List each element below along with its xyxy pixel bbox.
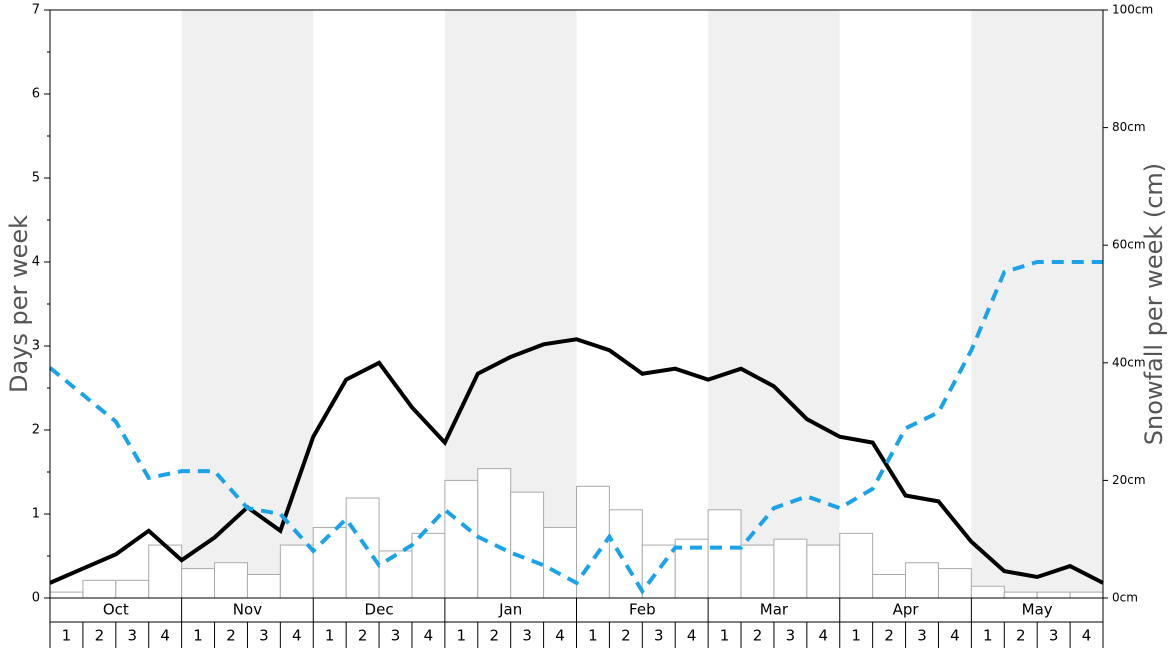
week-label: 3: [1049, 627, 1059, 645]
month-label: Feb: [629, 601, 656, 619]
bar: [345, 497, 380, 599]
bar: [312, 526, 347, 599]
line: [49, 337, 1104, 585]
week-label: 2: [95, 627, 105, 645]
week-label: 4: [160, 627, 170, 645]
y-tick-label: 3: [32, 339, 40, 354]
bar: [1003, 591, 1038, 599]
week-label: 1: [193, 627, 203, 645]
week-label: 2: [621, 627, 631, 645]
week-label: 1: [62, 627, 72, 645]
y-tick-label: 4: [32, 255, 40, 270]
month-label: Nov: [233, 601, 262, 619]
y-tick-label: 7: [32, 3, 40, 18]
y2-tick-label: 40cm: [1112, 355, 1146, 369]
month-shade: [971, 10, 1103, 598]
week-label: 3: [522, 627, 532, 645]
bar: [510, 491, 545, 599]
month-label: Oct: [103, 601, 129, 619]
week-label: 3: [127, 627, 137, 645]
bar: [279, 544, 314, 599]
week-label: 2: [358, 627, 368, 645]
week-label: 1: [325, 627, 335, 645]
line: [48, 260, 1103, 595]
week-label: 1: [851, 627, 861, 645]
y2-tick-label: 60cm: [1112, 238, 1146, 252]
y2-tick-label: 100cm: [1112, 3, 1153, 17]
week-label: 2: [489, 627, 499, 645]
y-tick-label: 6: [32, 87, 40, 102]
y-tick-label: 0: [32, 591, 40, 606]
bar: [641, 544, 676, 599]
week-label: 3: [786, 627, 796, 645]
month-label: Jan: [498, 601, 522, 619]
bar: [937, 568, 972, 599]
week-label: 2: [226, 627, 236, 645]
week-label: 2: [884, 627, 894, 645]
week-label: 4: [819, 627, 829, 645]
y2-tick-label: 20cm: [1112, 473, 1146, 487]
bar: [839, 532, 874, 599]
y2-axis-label: Snowfall per week (cm): [1140, 163, 1168, 445]
week-label: 4: [292, 627, 302, 645]
bar: [477, 468, 512, 599]
y-tick-label: 1: [32, 507, 40, 522]
y-tick-label: 2: [32, 423, 40, 438]
bar: [740, 544, 775, 599]
bar: [411, 532, 446, 599]
y2-tick-label: 80cm: [1112, 120, 1146, 134]
bar: [773, 538, 808, 599]
week-label: 2: [753, 627, 763, 645]
month-label: May: [1022, 601, 1053, 619]
bar: [148, 544, 183, 599]
week-label: 2: [1016, 627, 1026, 645]
bar: [115, 579, 150, 599]
month-label: Mar: [760, 601, 789, 619]
y-tick-label: 5: [32, 171, 40, 186]
week-label: 1: [588, 627, 598, 645]
week-label: 4: [555, 627, 565, 645]
week-label: 3: [917, 627, 927, 645]
month-label: Apr: [893, 601, 920, 619]
week-label: 4: [424, 627, 434, 645]
week-label: 3: [654, 627, 664, 645]
week-label: 3: [259, 627, 269, 645]
bar: [246, 573, 281, 599]
week-label: 4: [687, 627, 697, 645]
bar: [214, 562, 248, 599]
bar: [82, 579, 117, 599]
week-label: 4: [1082, 627, 1092, 645]
bar: [806, 544, 841, 599]
bar: [970, 585, 1005, 599]
week-label: 4: [950, 627, 960, 645]
y-axis-label: Days per week: [5, 215, 33, 393]
bar: [872, 573, 907, 599]
week-label: 1: [457, 627, 467, 645]
week-label: 1: [983, 627, 993, 645]
week-label: 3: [391, 627, 401, 645]
week-label: 1: [720, 627, 730, 645]
bar: [905, 562, 939, 599]
bar: [1036, 591, 1071, 599]
bar: [49, 591, 84, 599]
month-label: Dec: [365, 601, 394, 619]
bar: [543, 526, 577, 599]
bar: [181, 568, 216, 599]
bar: [444, 479, 479, 599]
y2-tick-label: 0cm: [1112, 591, 1138, 605]
bar: [1069, 591, 1104, 599]
bar: [707, 509, 742, 599]
bar: [378, 550, 413, 599]
bar: [576, 485, 610, 599]
